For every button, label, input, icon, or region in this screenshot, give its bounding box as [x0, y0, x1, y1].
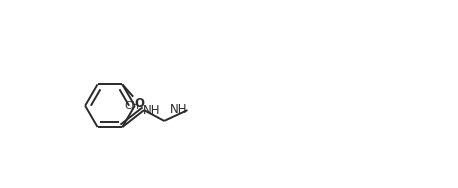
Text: O: O — [135, 97, 145, 110]
Text: NH: NH — [143, 104, 161, 117]
Text: NH: NH — [169, 103, 187, 116]
Text: CH₃: CH₃ — [125, 101, 144, 111]
